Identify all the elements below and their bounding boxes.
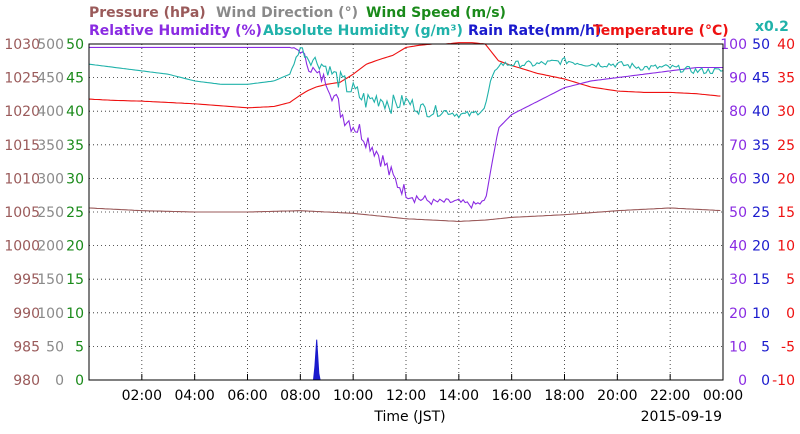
multiplier-label: x0.2: [755, 19, 789, 35]
date-label: 2015-09-19: [641, 409, 722, 425]
pressure-tick-label: 990: [13, 306, 40, 322]
x-tick-label: 18:00: [544, 388, 584, 404]
title-wind-direction: Wind Direction (°): [216, 5, 358, 21]
wind-direction-tick-label: 50: [46, 339, 64, 355]
relative-humidity-tick-label: 50: [729, 205, 747, 221]
rain-rate-tick-label: 15: [752, 272, 770, 288]
temperature-tick-label: 35: [777, 71, 795, 87]
wind-direction-tick-label: 250: [37, 205, 64, 221]
title-absolute-humidity: Absolute Humidity (g/m³): [263, 23, 463, 39]
temperature-tick-label: 30: [777, 104, 795, 120]
relative-humidity-tick-label: 40: [729, 239, 747, 255]
relative-humidity-tick-label: 60: [729, 171, 747, 187]
x-tick-label: 16:00: [491, 388, 531, 404]
series: [88, 42, 724, 381]
wind-direction-tick-label: 350: [37, 138, 64, 154]
relative-humidity-tick-label: 20: [729, 306, 747, 322]
x-tick-label: 02:00: [122, 388, 162, 404]
pressure-tick-label: 1020: [4, 104, 40, 120]
wind-speed-tick-label: 0: [75, 373, 84, 389]
title-rain-rate: Rain Rate(mm/h): [468, 23, 601, 39]
pressure-tick-label: 1010: [4, 171, 40, 187]
title-pressure: Pressure (hPa): [89, 5, 206, 21]
relative-humidity-tick-label: 0: [738, 373, 747, 389]
rain-rate-tick-label: 30: [752, 171, 770, 187]
pressure-hpa-series: [88, 207, 721, 222]
temperature-tick-label: 15: [777, 205, 795, 221]
rain-rate-series: [89, 339, 723, 381]
title-temperature: Temperature (°C): [593, 23, 729, 39]
rain-rate-tick-label: 0: [761, 373, 770, 389]
rain-rate-tick-label: 35: [752, 138, 770, 154]
wind-speed-tick-label: 35: [66, 138, 84, 154]
wind-speed-tick-label: 45: [66, 71, 84, 87]
wind-direction-tick-label: 400: [37, 104, 64, 120]
absolute-humidity-g-m-x-series: [88, 47, 724, 119]
rain-rate-tick-label: 45: [752, 71, 770, 87]
relative-humidity-series: [89, 46, 723, 210]
relative-humidity-tick-label: 30: [729, 272, 747, 288]
temperature-tick-label: 25: [777, 138, 795, 154]
pressure-tick-label: 995: [13, 272, 40, 288]
wind-speed-tick-label: 5: [75, 339, 84, 355]
wind-direction-tick-label: 150: [37, 272, 64, 288]
wind-speed-tick-label: 25: [66, 205, 84, 221]
temperature-tick-label: -10: [772, 373, 795, 389]
wind-direction-tick-label: 300: [37, 171, 64, 187]
wind-speed-tick-label: 40: [66, 104, 84, 120]
pressure-tick-label: 1025: [4, 71, 40, 87]
x-tick-label: 14:00: [439, 388, 479, 404]
wind-direction-tick-label: 450: [37, 71, 64, 87]
pressure-tick-label: 1000: [4, 239, 40, 255]
x-tick-label: 00:00: [703, 388, 743, 404]
wind-direction-tick-label: 200: [37, 239, 64, 255]
wind-speed-tick-label: 30: [66, 171, 84, 187]
relative-humidity-tick-label: 80: [729, 104, 747, 120]
axes: 1030102510201015101010051000995990985980…: [4, 37, 795, 404]
x-tick-label: 20:00: [597, 388, 637, 404]
x-tick-label: 12:00: [386, 388, 426, 404]
title-wind-speed: Wind Speed (m/s): [366, 5, 506, 21]
x-tick-label: 22:00: [650, 388, 690, 404]
x-tick-label: 10:00: [333, 388, 373, 404]
pressure-tick-label: 1005: [4, 205, 40, 221]
wind-direction-tick-label: 100: [37, 306, 64, 322]
pressure-tick-label: 985: [13, 339, 40, 355]
rain-rate-tick-label: 50: [752, 37, 770, 53]
wind-speed-tick-label: 20: [66, 239, 84, 255]
x-tick-label: 04:00: [174, 388, 214, 404]
x-tick-label: 06:00: [227, 388, 267, 404]
rain-rate-tick-label: 10: [752, 306, 770, 322]
temperature-tick-label: 40: [777, 37, 795, 53]
wind-speed-tick-label: 15: [66, 272, 84, 288]
wind-speed-tick-label: 10: [66, 306, 84, 322]
plot-frame: [88, 43, 724, 381]
wind-direction-tick-label: 500: [37, 37, 64, 53]
wind-speed-tick-label: 50: [66, 37, 84, 53]
rain-rate-tick-label: 5: [761, 339, 770, 355]
temperature-tick-label: 5: [786, 272, 795, 288]
temperature-tick-label: 0: [786, 306, 795, 322]
relative-humidity-tick-label: 10: [729, 339, 747, 355]
rain-rate-tick-label: 20: [752, 239, 770, 255]
x-tick-label: 08:00: [280, 388, 320, 404]
x-axis-label: Time (JST): [373, 409, 445, 425]
pressure-tick-label: 1015: [4, 138, 40, 154]
relative-humidity-tick-label: 100: [720, 37, 747, 53]
rain-rate-tick-label: 40: [752, 104, 770, 120]
relative-humidity-tick-label: 70: [729, 138, 747, 154]
title-relative-humidity: Relative Humidity (%): [89, 23, 262, 39]
temperature-tick-label: 20: [777, 171, 795, 187]
pressure-tick-label: 1030: [4, 37, 40, 53]
pressure-tick-label: 980: [13, 373, 40, 389]
rain-rate-tick-label: 25: [752, 205, 770, 221]
temperature-tick-label: 10: [777, 239, 795, 255]
wind-direction-tick-label: 0: [55, 373, 64, 389]
temperature-tick-label: -5: [781, 339, 795, 355]
temperature-c-series: [88, 42, 721, 109]
relative-humidity-tick-label: 90: [729, 71, 747, 87]
